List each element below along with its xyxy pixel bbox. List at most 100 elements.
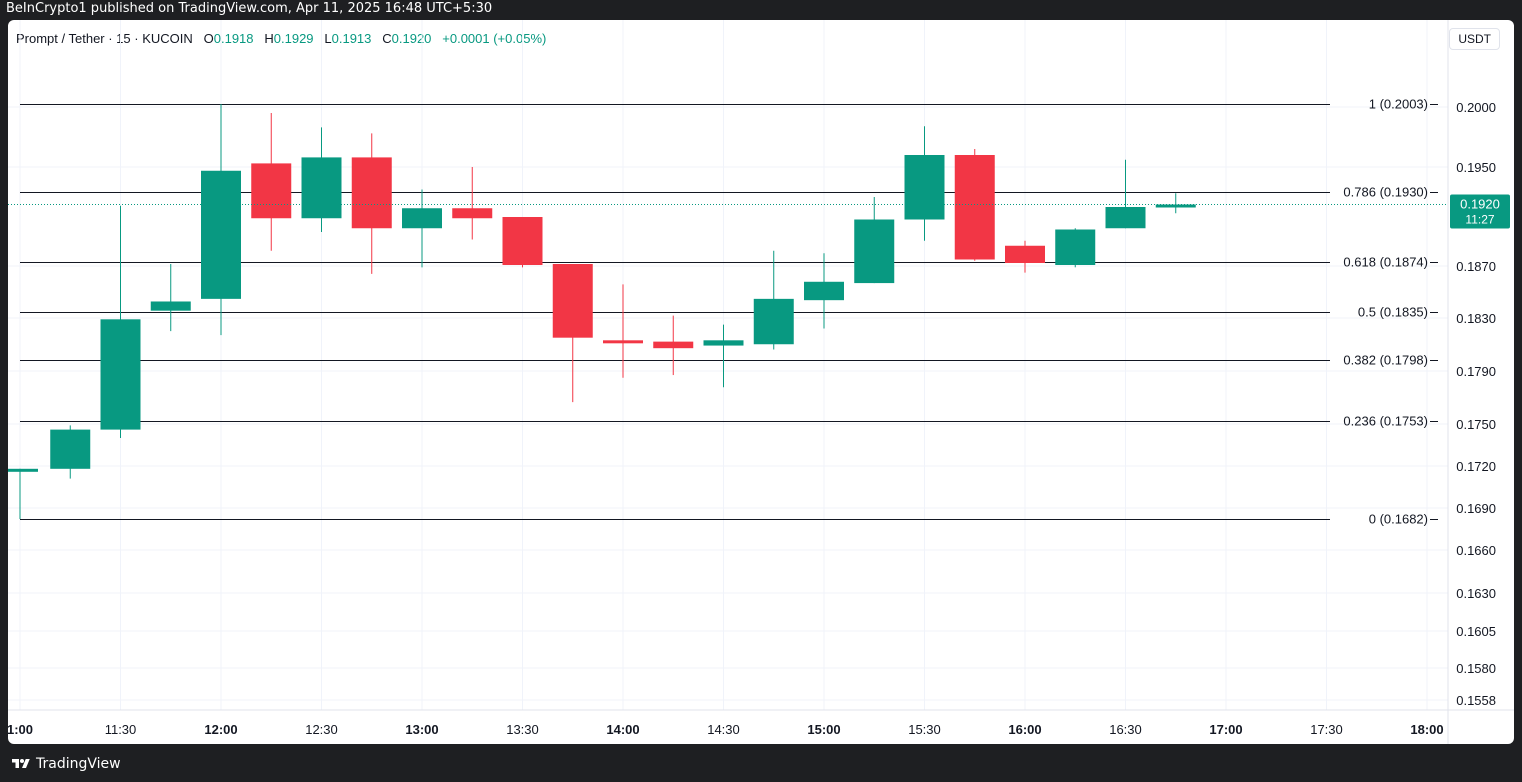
x-tick-label: 12:30 bbox=[305, 722, 338, 737]
x-tick-label: 18:00 bbox=[1410, 722, 1443, 737]
candle bbox=[603, 284, 643, 378]
candle bbox=[502, 217, 543, 268]
symbol-info: Prompt / Tether · 15 · KUCOIN bbox=[16, 31, 193, 46]
candle-body bbox=[452, 208, 493, 219]
candle-body bbox=[904, 155, 945, 220]
candle bbox=[1055, 228, 1096, 268]
candle-body bbox=[301, 157, 342, 219]
chart-panel[interactable]: Prompt / Tether · 15 · KUCOIN O0.1918 H0… bbox=[8, 20, 1514, 744]
x-tick-label: 12:00 bbox=[204, 722, 237, 737]
candle-body bbox=[150, 301, 191, 311]
x-tick-label: 14:00 bbox=[606, 722, 639, 737]
candle-body bbox=[753, 298, 794, 345]
x-tick-label: 17:00 bbox=[1209, 722, 1242, 737]
candle bbox=[854, 197, 895, 284]
candle bbox=[1155, 193, 1196, 214]
high-value: 0.1929 bbox=[273, 31, 314, 46]
y-tick-label: 0.1605 bbox=[1456, 624, 1496, 639]
candle-body bbox=[653, 341, 694, 349]
candle bbox=[703, 324, 744, 388]
candle bbox=[1005, 240, 1045, 273]
fib-level-label: 0.236 (0.1753) bbox=[1343, 414, 1428, 429]
candle-body bbox=[804, 281, 844, 301]
low-value: 0.1913 bbox=[331, 31, 372, 46]
candle bbox=[100, 205, 141, 438]
x-tick-label: 17:30 bbox=[1310, 722, 1343, 737]
y-tick-label: 0.1630 bbox=[1456, 586, 1496, 601]
candle-body bbox=[251, 163, 292, 219]
candle-body bbox=[201, 170, 241, 299]
y-tick-label: 0.1870 bbox=[1456, 259, 1496, 274]
x-tick-label: 11:30 bbox=[105, 722, 137, 737]
candle bbox=[8, 468, 38, 519]
candle bbox=[552, 264, 593, 403]
fib-level-label: 0.5 (0.1835) bbox=[1358, 305, 1428, 320]
candle bbox=[351, 133, 392, 274]
x-tick-label: 13:30 bbox=[506, 722, 539, 737]
candle bbox=[50, 425, 91, 479]
candle bbox=[1105, 159, 1146, 229]
y-tick-label: 0.1660 bbox=[1456, 543, 1496, 558]
candle bbox=[753, 250, 794, 350]
x-tick-label: 1:00 bbox=[8, 722, 33, 737]
current-price-value: 0.1920 bbox=[1460, 197, 1500, 212]
tradingview-logo-icon bbox=[12, 759, 30, 768]
candle bbox=[201, 104, 241, 336]
candle-body bbox=[402, 208, 442, 229]
y-tick-label: 0.1720 bbox=[1456, 459, 1496, 474]
y-tick-label: 0.1580 bbox=[1456, 661, 1496, 676]
candle-body bbox=[100, 319, 141, 430]
candle-countdown: 11:27 bbox=[1465, 213, 1494, 227]
y-tick-label: 0.2000 bbox=[1456, 100, 1496, 115]
change-value: +0.0001 (+0.05%) bbox=[442, 31, 547, 46]
candle bbox=[653, 315, 694, 376]
x-tick-label: 14:30 bbox=[707, 722, 740, 737]
candle-body bbox=[954, 155, 995, 260]
candle-body bbox=[854, 219, 895, 284]
x-tick-label: 13:00 bbox=[405, 722, 438, 737]
close-label: C bbox=[382, 31, 392, 46]
candle bbox=[251, 113, 292, 251]
open-value: 0.1918 bbox=[213, 31, 254, 46]
candle-body bbox=[8, 468, 38, 472]
candle bbox=[402, 189, 442, 268]
y-tick-label: 0.1950 bbox=[1456, 160, 1496, 175]
candle-body bbox=[502, 217, 543, 265]
candle-body bbox=[1155, 204, 1196, 208]
candle bbox=[452, 167, 493, 240]
footer: TradingView bbox=[0, 746, 1522, 782]
y-tick-label: 0.1558 bbox=[1456, 693, 1496, 708]
candlestick-chart[interactable]: 1 (0.2003) 0.786 (0.1930) 0.618 (0.1874) 0.… bbox=[8, 20, 1514, 744]
candle-body bbox=[50, 429, 91, 469]
x-tick-label: 15:30 bbox=[908, 722, 941, 737]
candle-body bbox=[703, 340, 744, 346]
footer-brand: TradingView bbox=[36, 756, 121, 772]
y-tick-label: 0.1790 bbox=[1456, 364, 1496, 379]
candle bbox=[804, 253, 844, 329]
low-label: L bbox=[324, 31, 332, 46]
published-header: BeInCrypto1 published on TradingView.com… bbox=[6, 1, 493, 16]
current-price-badge bbox=[1450, 194, 1510, 229]
x-tick-label: 16:00 bbox=[1008, 722, 1041, 737]
candle bbox=[150, 264, 191, 332]
currency-unit-button[interactable]: USDT bbox=[1449, 28, 1500, 50]
high-label: H bbox=[264, 31, 274, 46]
candle-body bbox=[1105, 207, 1146, 229]
open-label: O bbox=[203, 31, 214, 46]
fib-level-label: 0.786 (0.1930) bbox=[1343, 185, 1428, 200]
candle bbox=[954, 149, 995, 261]
fib-level-label: 0.382 (0.1798) bbox=[1343, 353, 1428, 368]
fib-level-label: 1 (0.2003) bbox=[1369, 97, 1428, 112]
chart-legend: Prompt / Tether · 15 · KUCOIN O0.1918 H0… bbox=[16, 31, 546, 46]
x-tick-label: 16:30 bbox=[1109, 722, 1142, 737]
x-tick-label: 15:00 bbox=[807, 722, 840, 737]
candle-body bbox=[351, 157, 392, 229]
candle-body bbox=[1055, 229, 1096, 265]
fib-level-label: 0 (0.1682) bbox=[1369, 512, 1428, 527]
y-tick-label: 0.1690 bbox=[1456, 501, 1496, 516]
y-tick-label: 0.1750 bbox=[1456, 417, 1496, 432]
candle bbox=[301, 127, 342, 232]
y-tick-label: 0.1830 bbox=[1456, 311, 1496, 326]
candle bbox=[904, 126, 945, 241]
